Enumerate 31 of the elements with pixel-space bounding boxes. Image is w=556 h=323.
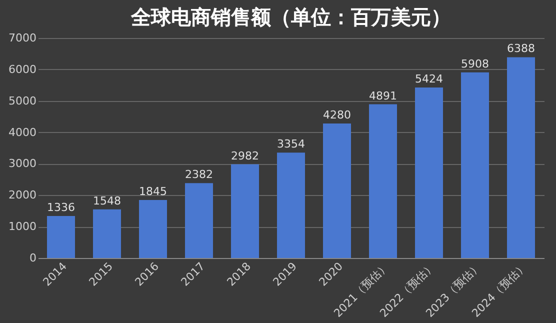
y-tick-label: 3000 [8,157,36,170]
bar [47,216,75,258]
data-label: 3354 [277,138,305,151]
y-tick-label: 5000 [8,94,36,108]
bar [323,123,351,258]
y-tick-label: 6000 [8,62,36,76]
y-tick-label: 2000 [8,188,36,202]
bar [507,57,535,258]
data-label: 4891 [369,89,397,102]
bar [369,104,397,258]
bar [277,152,305,258]
data-label: 5424 [415,72,443,86]
data-label: 6388 [507,42,535,56]
bar [415,88,443,258]
data-label: 4280 [323,108,351,122]
y-tick-label: 1000 [8,220,36,234]
y-tick-label: 4000 [8,126,36,139]
chart-title: 全球电商销售额（单位：百万美元） [130,5,451,29]
data-label: 1548 [93,194,121,208]
bar [231,164,259,258]
bar [93,209,121,258]
data-label: 1845 [139,185,167,198]
bar [185,183,213,258]
y-tick-label: 0 [30,252,36,264]
data-label: 2982 [231,149,259,162]
data-label: 1336 [47,201,75,214]
bar [461,72,489,258]
data-label: 5908 [461,57,489,70]
data-label: 2382 [185,168,213,182]
bar [139,200,167,258]
y-tick-label: 7000 [8,32,36,44]
